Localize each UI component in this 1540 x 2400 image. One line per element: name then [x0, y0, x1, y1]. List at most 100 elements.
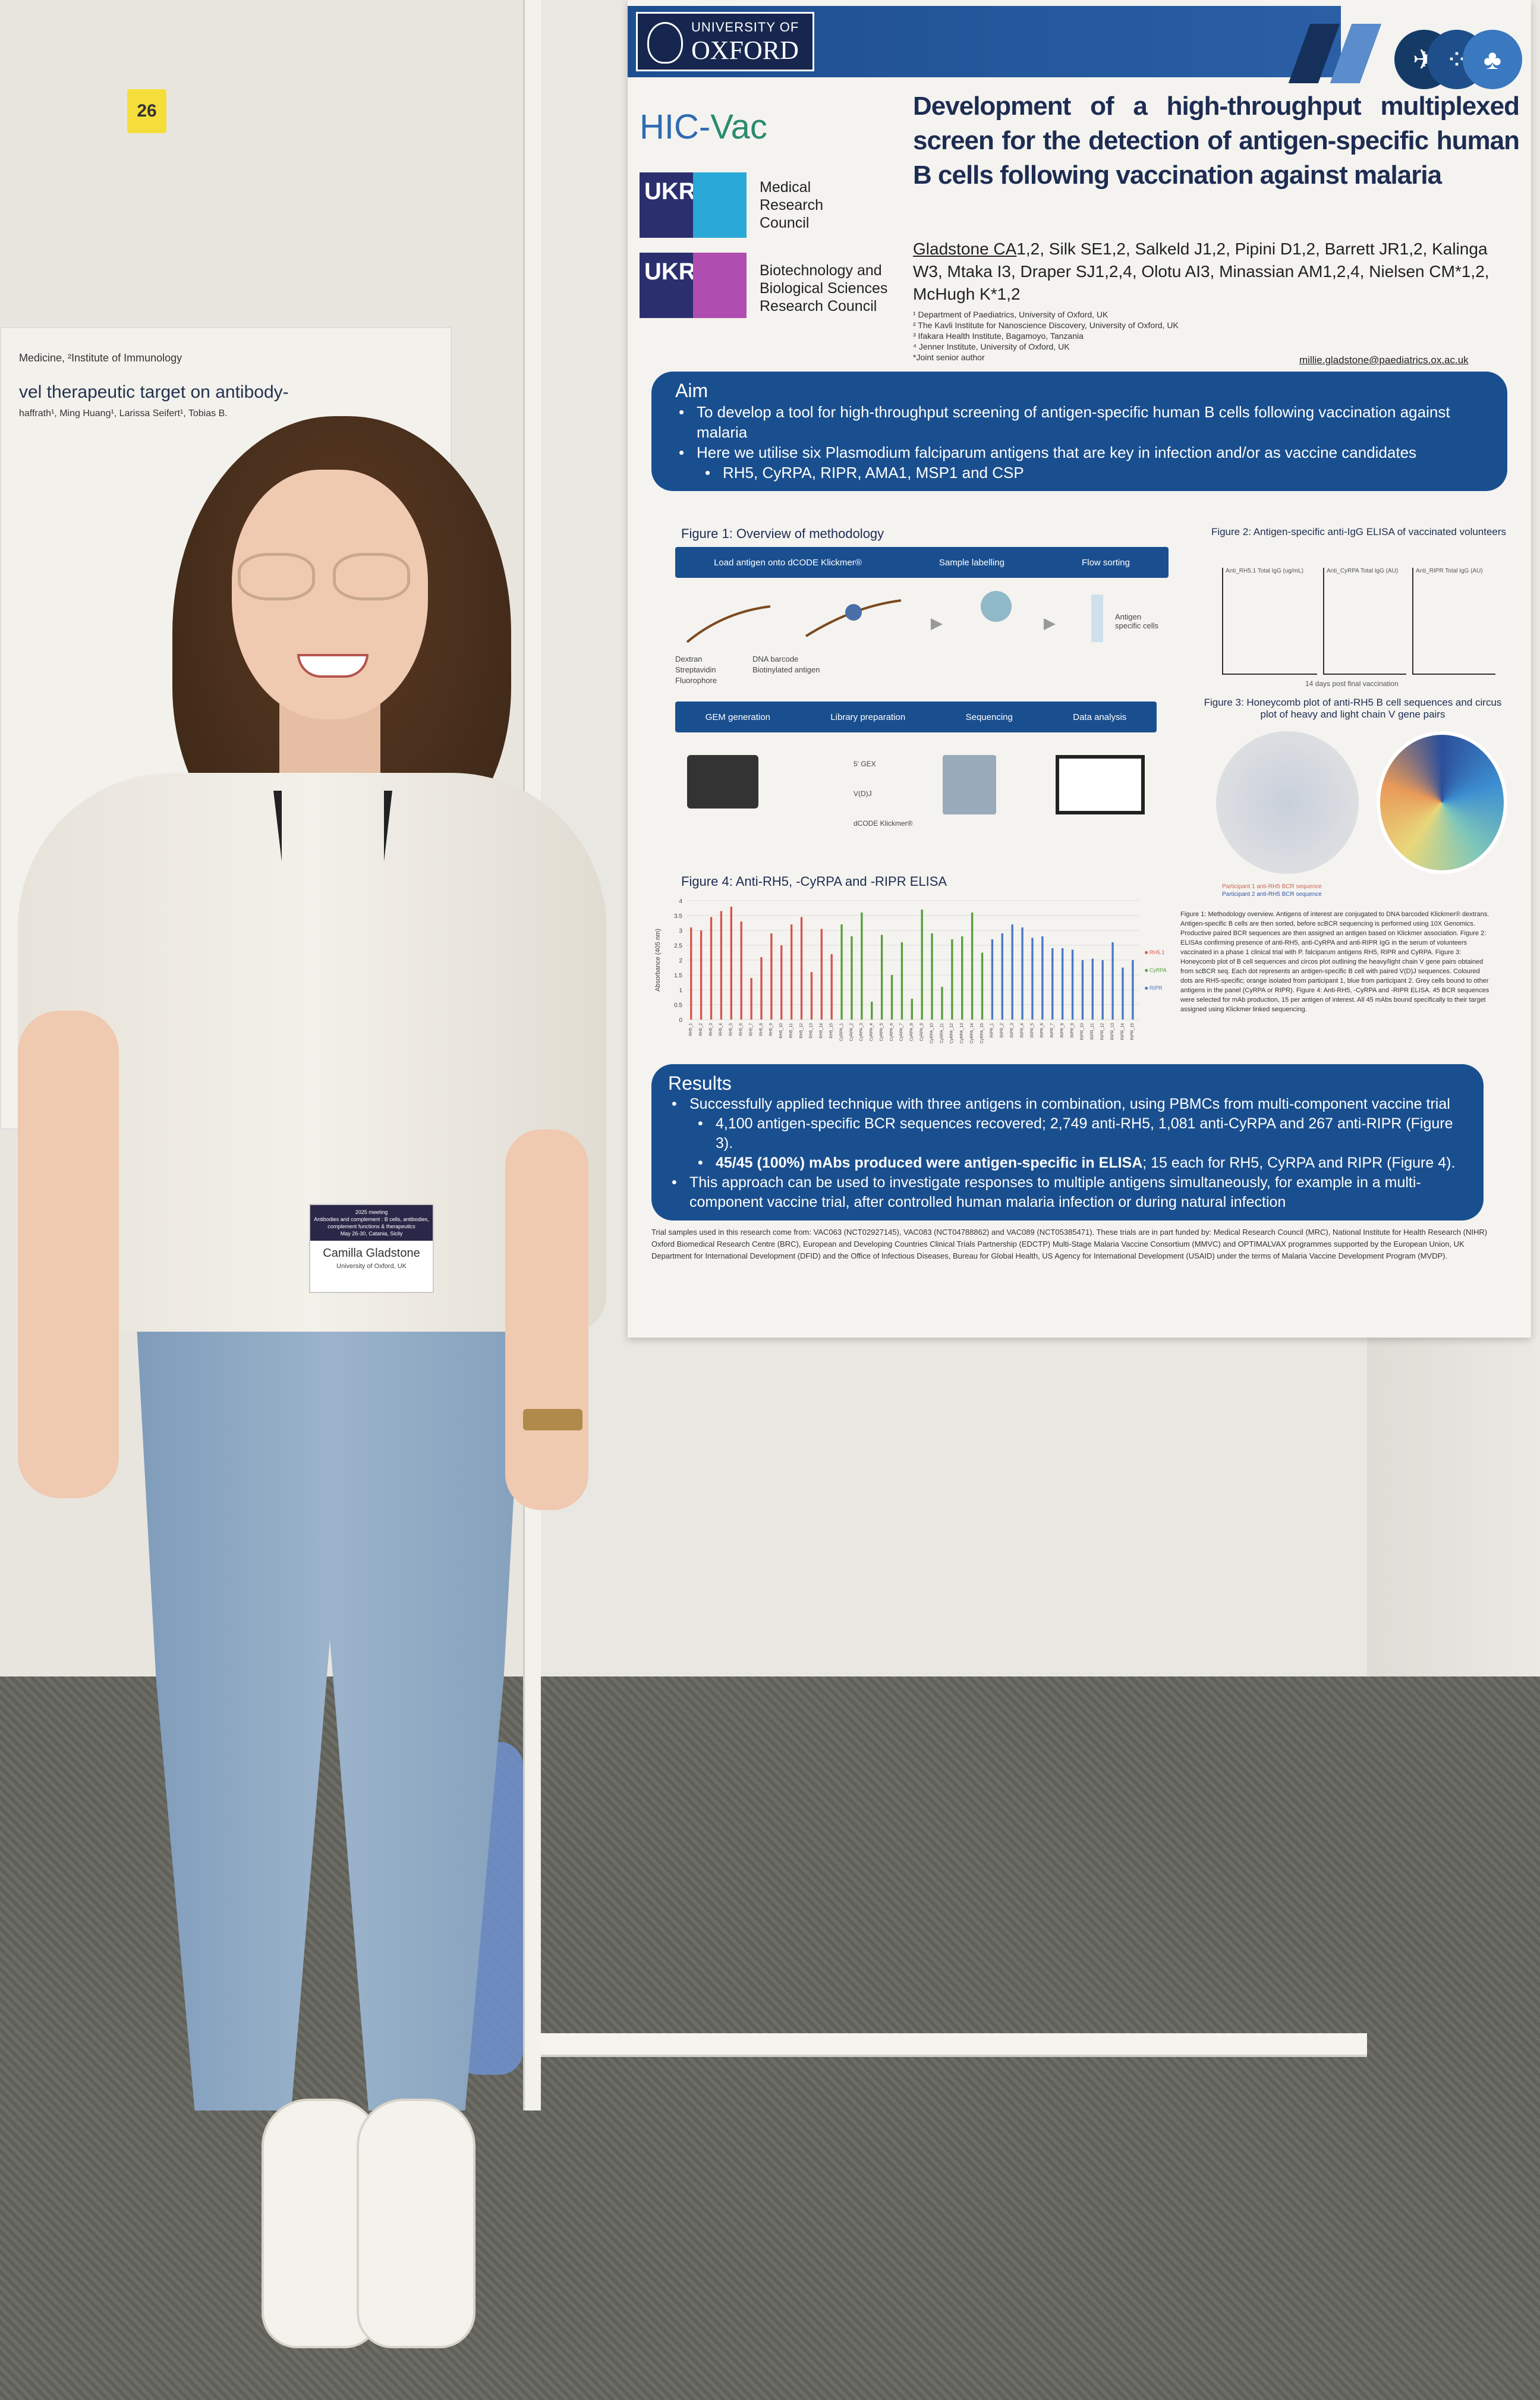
figure2-title: Figure 2: Antigen-specific anti-IgG ELIS…	[1211, 526, 1507, 537]
bar	[911, 999, 913, 1020]
y-tick-label: 3.5	[674, 913, 682, 920]
bar	[880, 935, 883, 1020]
bar	[1051, 948, 1054, 1020]
y-tick-label: 2.5	[674, 943, 682, 949]
y-tick-label: 2	[679, 958, 682, 964]
bar	[1001, 933, 1003, 1020]
bar	[900, 942, 903, 1020]
x-tick-label: RH5_7	[749, 1023, 753, 1036]
figure1-steps-top: Load antigen onto dCODE Klickmer® Sample …	[675, 547, 1169, 578]
author-list: 1,2, Silk SE1,2, Salkeld J1,2, Pipini D1…	[913, 240, 1489, 303]
figure4-title: Figure 4: Anti-RH5, -CyRPA and -RIPR ELI…	[681, 874, 947, 889]
antibody-icon: ♣	[1463, 30, 1522, 89]
bar	[760, 957, 763, 1020]
aim-sub-bullet: RH5, CyRPA, RIPR, AMA1, MSP1 and CSP	[675, 463, 1484, 483]
x-tick-label: CyRPA_1	[839, 1023, 843, 1041]
bar	[770, 933, 773, 1020]
bar	[830, 954, 833, 1020]
oxford-logo: UNIVERSITY OF OXFORD	[636, 12, 814, 71]
x-tick-label: RIPR_15	[1130, 1023, 1135, 1040]
results-sub-bullet: 4,100 antigen-specific BCR sequences rec…	[668, 1114, 1467, 1153]
figure1-title: Figure 1: Overview of methodology	[681, 526, 884, 541]
bar	[1101, 960, 1104, 1020]
presenting-author: Gladstone CA	[913, 240, 1017, 258]
y-axis-label: Absorbance (405 nm)	[654, 929, 662, 992]
chromium-instrument-icon	[687, 755, 758, 809]
figure3-legend: Participant 1 anti-RH5 BCR sequence Parti…	[1222, 883, 1322, 898]
bar	[780, 945, 783, 1020]
x-tick-label: CyRPA_10	[930, 1023, 934, 1043]
bar	[1061, 948, 1064, 1020]
bar	[810, 972, 813, 1020]
left-arm	[18, 1011, 119, 1498]
bar	[961, 936, 963, 1020]
bar	[1091, 958, 1094, 1020]
x-tick-label: RIPR_6	[1040, 1023, 1044, 1038]
x-tick-label: RIPR_13	[1110, 1023, 1114, 1040]
bar	[971, 913, 974, 1020]
figure3-title: Figure 3: Honeycomb plot of anti-RH5 B c…	[1204, 697, 1502, 720]
x-tick-label: CyRPA_4	[870, 1023, 874, 1041]
x-tick-label: RH5_2	[699, 1023, 703, 1036]
booth-number-tag: 26	[127, 89, 166, 133]
bar	[1021, 927, 1023, 1020]
sequencing-illustration: 5' GEX V(D)J dCODE Klickmer®	[675, 743, 1157, 844]
poster: UNIVERSITY OF OXFORD ✈ ⁘ ♣ HIC-Vac UKRI …	[628, 0, 1531, 1338]
y-tick-label: 4	[679, 898, 682, 905]
bbsrc-label: Biotechnology and Biological Sciences Re…	[760, 262, 888, 314]
x-tick-label: CyRPA_5	[880, 1023, 884, 1041]
sequencer-icon	[943, 755, 996, 814]
contact-email: millie.gladstone@paediatrics.ox.ac.uk	[1299, 354, 1469, 366]
x-tick-label: RH5_15	[830, 1023, 834, 1039]
bar	[851, 936, 853, 1020]
bar	[700, 930, 703, 1020]
bar	[890, 975, 893, 1020]
right-arm	[505, 1130, 588, 1510]
aim-bullet: Here we utilise six Plasmodium falciparu…	[675, 442, 1484, 463]
x-tick-label: CyRPA_14	[970, 1023, 974, 1043]
x-tick-label: RH5_1	[689, 1023, 693, 1036]
badge-institution: University of Oxford, UK	[336, 1263, 407, 1270]
legend-entry: ■ RH5.1	[1145, 949, 1164, 955]
aim-bullet: To develop a tool for high-throughput sc…	[675, 402, 1484, 442]
legend-entry: ■ RIPR	[1145, 985, 1163, 991]
x-tick-label: RH5_12	[799, 1023, 804, 1039]
bar	[750, 978, 752, 1020]
bar	[710, 917, 713, 1020]
oxford-crest-icon	[647, 22, 683, 64]
x-tick-label: RIPR_2	[1000, 1023, 1004, 1038]
figure-captions: Figure 1: Methodology overview. Antigens…	[1180, 911, 1489, 1013]
x-tick-label: RH5_4	[719, 1023, 723, 1036]
x-tick-label: RIPR_5	[1030, 1023, 1034, 1038]
results-heading: Results	[668, 1072, 732, 1094]
x-tick-label: RIPR_14	[1120, 1023, 1125, 1040]
circos-plot	[1377, 731, 1507, 874]
y-tick-label: 1.5	[674, 973, 682, 979]
bar	[931, 933, 933, 1020]
x-tick-label: RH5_13	[810, 1023, 814, 1039]
bar	[951, 939, 953, 1020]
aim-section: Aim To develop a tool for high-throughpu…	[651, 372, 1507, 491]
x-tick-label: CyRPA_15	[980, 1023, 984, 1043]
left-poster-title: vel therapeutic target on antibody-	[19, 382, 289, 402]
x-tick-label: RIPR_11	[1091, 1023, 1095, 1040]
bar	[871, 1002, 873, 1020]
x-tick-label: CyRPA_3	[859, 1023, 864, 1041]
x-tick-label: RIPR_1	[990, 1023, 994, 1038]
watch-icon	[523, 1409, 582, 1430]
x-tick-label: RIPR_9	[1070, 1023, 1075, 1038]
bar	[1081, 960, 1084, 1020]
x-tick-label: RH5_14	[820, 1023, 824, 1039]
hicvac-logo: HIC-Vac	[640, 108, 767, 146]
badge-name: Camilla Gladstone	[323, 1247, 420, 1260]
honeycomb-plot	[1216, 731, 1359, 874]
x-tick-label: RIPR_12	[1101, 1023, 1105, 1040]
y-tick-label: 0.5	[674, 1002, 682, 1009]
x-tick-label: CyRPA_8	[910, 1023, 914, 1041]
x-tick-label: RIPR_7	[1050, 1023, 1054, 1038]
bar	[840, 924, 843, 1020]
bar	[1071, 949, 1074, 1020]
left-poster-authors: haffrath¹, Ming Huang¹, Larissa Seifert¹…	[19, 408, 228, 419]
x-tick-label: RH5_8	[759, 1023, 763, 1036]
bar	[1111, 942, 1114, 1020]
